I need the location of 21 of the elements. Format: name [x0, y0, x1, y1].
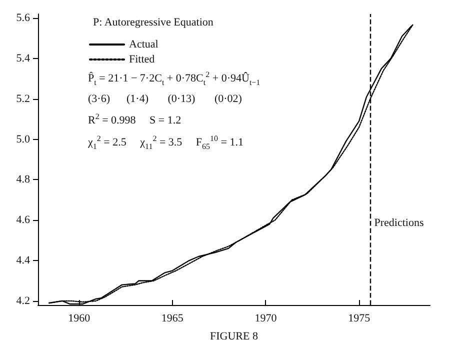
x-tick-label: 1965 [161, 312, 184, 324]
annotation: R$^{2}$ = 0.998 S = 1.2 [88, 110, 182, 128]
y-tick-label: 4.2 [16, 294, 30, 307]
text: P̂$_{t}$ = 21·1 − 7·2C$_{t}$ + 0·78C$_{t}$$^{2}$ + 0·94Û$_{t−1}$ [88, 70, 260, 87]
legend-label: Actual [129, 38, 158, 50]
y-tick-label: 5.0 [16, 133, 30, 146]
x-tick-label: 1970 [254, 312, 278, 324]
x-tick-label: 1975 [348, 312, 371, 324]
annotation: (3·6) (1·4) (0·13) (0·02) [88, 92, 243, 107]
text: χ$_{1}$$^{2}$ = 2.5 χ$_{11}$$^{2}$ = 3.5 F$_{65}$$^{10}$ = 1.1 [88, 134, 244, 150]
y-tick-label: 5.6 [16, 12, 30, 24]
y-tick-label: 4.6 [16, 214, 30, 226]
x-tick-label: 1960 [68, 312, 91, 324]
y-tick-label: 5.4 [16, 52, 30, 64]
legend-label: Fitted [129, 54, 156, 66]
y-tick-label: 4.8 [16, 174, 30, 186]
ref-line-label: Predictions [374, 217, 424, 230]
x-axis-title: FIGURE 8 [210, 330, 258, 342]
chart-title: P: Autoregressive Equation [93, 16, 214, 28]
y-tick-label: 4.4 [16, 254, 30, 267]
y-tick-label: 5.2 [16, 92, 30, 105]
